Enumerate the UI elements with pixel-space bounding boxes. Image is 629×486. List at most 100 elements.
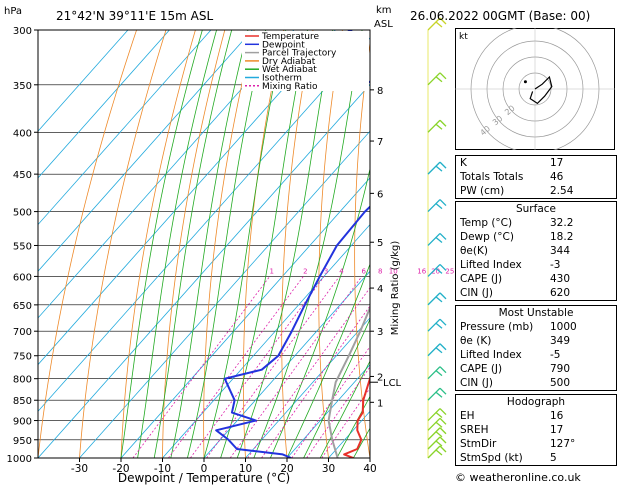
mixing-ratio-label: 4 bbox=[339, 267, 344, 275]
wind-barb bbox=[427, 233, 447, 246]
legend-entry: Isotherm bbox=[262, 74, 302, 84]
mixing-ratio-label: 6 bbox=[362, 267, 367, 275]
mu-cin-label: CIN (J) bbox=[460, 377, 493, 389]
wind-barb-flag bbox=[435, 431, 443, 438]
wind-barb-flag bbox=[439, 427, 447, 435]
pressure-tick-label: 550 bbox=[13, 241, 32, 252]
wet-adiabat-line bbox=[203, 30, 286, 458]
mu-thetae-value: 349 bbox=[550, 335, 571, 347]
eh-value: 16 bbox=[550, 410, 564, 422]
mixing-ratio-label: 2 bbox=[303, 267, 307, 275]
surface-cin-value: 620 bbox=[550, 287, 571, 299]
wind-barb-staff bbox=[427, 318, 441, 332]
km-tick-label: 4 bbox=[377, 284, 383, 295]
isotherm-line bbox=[38, 30, 212, 226]
legend-entry: Dry Adiabat bbox=[262, 57, 316, 67]
surface-dewp-label: Dewp (°C) bbox=[460, 231, 514, 243]
wind-barb bbox=[427, 199, 447, 213]
pressure-tick-label: 1000 bbox=[7, 454, 32, 465]
wind-barb-flag bbox=[435, 322, 443, 329]
totals-label: Totals Totals bbox=[460, 171, 524, 183]
stmdir-label: StmDir bbox=[460, 438, 497, 450]
pressure-tick-label: 800 bbox=[13, 375, 32, 386]
km-tick-label: 1 bbox=[377, 398, 383, 409]
credit-text: © weatheronline.co.uk bbox=[455, 471, 581, 484]
wet-adiabat-line bbox=[319, 360, 370, 458]
stmspd-label: StmSpd (kt) bbox=[460, 452, 523, 464]
wind-barb-staff bbox=[427, 233, 441, 246]
wind-barb-flag bbox=[435, 21, 443, 28]
mu-cape-value: 790 bbox=[550, 363, 571, 375]
wind-barb-flag bbox=[439, 161, 447, 169]
wind-barb-staff bbox=[427, 343, 441, 357]
dry-adiabat-line bbox=[162, 30, 226, 458]
pressure-tick-label: 750 bbox=[13, 352, 32, 363]
temperature-tick-label: -30 bbox=[71, 463, 88, 475]
wind-barb bbox=[427, 161, 447, 175]
sreh-label: SREH bbox=[460, 424, 489, 436]
location-title: 21°42'N 39°11'E 15m ASL bbox=[56, 9, 213, 23]
wind-barb-flag bbox=[435, 165, 443, 172]
x-axis-title: Dewpoint / Temperature (°C) bbox=[118, 471, 290, 485]
surface-li-label: Lifted Index bbox=[460, 259, 522, 271]
isotherm-line bbox=[245, 317, 370, 458]
surface-box: Surface Temp (°C) 32.2 Dewp (°C) 18.2 θe(K… bbox=[455, 201, 617, 301]
surface-dewp-value: 18.2 bbox=[550, 231, 574, 243]
wind-barb-flag bbox=[435, 449, 443, 456]
pressure-tick-label: 950 bbox=[13, 436, 32, 447]
k-label: K bbox=[460, 157, 467, 169]
isotherm-line bbox=[38, 30, 170, 179]
wind-barb bbox=[427, 343, 447, 357]
wind-barb-flag bbox=[439, 436, 447, 444]
wind-barb-flag bbox=[435, 123, 443, 130]
wind-barb-staff bbox=[427, 366, 441, 380]
mixing-ratio-label: 3 bbox=[324, 267, 328, 275]
indices-box: K 17 Totals Totals 46 PW (cm) 2.54 bbox=[455, 155, 617, 199]
wind-barb-flag bbox=[439, 72, 447, 80]
mu-thetae-label: θe (K) bbox=[460, 335, 492, 347]
wind-barb-staff bbox=[427, 119, 441, 133]
wind-barb-flag bbox=[435, 391, 443, 398]
temperature-tick-label: 40 bbox=[363, 463, 376, 475]
wind-barb-flag bbox=[435, 421, 443, 428]
mixing-ratio-line bbox=[247, 287, 370, 458]
skew-t-chart: 3003504004505005506006507007508008509009… bbox=[4, 5, 454, 485]
km-tick-label: 7 bbox=[377, 137, 383, 148]
wind-barb-staff bbox=[427, 445, 441, 459]
wind-barb bbox=[427, 263, 447, 277]
mixing-ratio-label: 10 bbox=[389, 267, 398, 275]
mixing-ratio-line bbox=[261, 305, 370, 458]
wind-barb-flag bbox=[435, 347, 443, 354]
pressure-tick-label: 300 bbox=[13, 26, 32, 37]
surface-thetae-label: θe(K) bbox=[460, 245, 488, 257]
wet-adiabat-line bbox=[253, 30, 363, 458]
isotherm-line bbox=[38, 37, 370, 412]
hodograph-indices-box: Hodograph EH 16 SREH 17 StmDir 127° StmSpd … bbox=[455, 394, 617, 466]
hodograph-kt-label: kt bbox=[459, 32, 468, 42]
wind-barb-staff bbox=[427, 161, 441, 175]
hpa-axis-label: hPa bbox=[4, 6, 22, 17]
wind-barb bbox=[427, 427, 447, 441]
wind-barb-staff bbox=[427, 292, 441, 306]
wind-barb-staff bbox=[427, 427, 441, 441]
dry-adiabat-line bbox=[203, 30, 255, 458]
mu-pressure-value: 1000 bbox=[550, 321, 577, 333]
k-value: 17 bbox=[550, 157, 564, 169]
dry-adiabat-line bbox=[281, 30, 314, 458]
wind-barb bbox=[427, 119, 447, 133]
storm-motion-marker bbox=[523, 80, 527, 84]
mu-pressure-label: Pressure (mb) bbox=[460, 321, 534, 333]
series-dewpoint bbox=[215, 30, 370, 458]
wind-barb-flag bbox=[439, 408, 447, 416]
wind-barb-flag bbox=[439, 318, 447, 326]
dry-adiabat-line bbox=[79, 30, 167, 458]
mixing-ratio-label: 1 bbox=[270, 267, 274, 275]
wind-barb-flag bbox=[435, 203, 443, 210]
wet-adiabat-line bbox=[286, 262, 370, 458]
surface-title: Surface bbox=[515, 203, 556, 215]
wind-barb-flag bbox=[435, 236, 443, 243]
hodograph-trace bbox=[529, 75, 553, 105]
pressure-tick-label: 600 bbox=[13, 272, 32, 283]
wind-barb-flag bbox=[439, 119, 447, 127]
legend-entry: Wet Adiabat bbox=[262, 65, 317, 75]
